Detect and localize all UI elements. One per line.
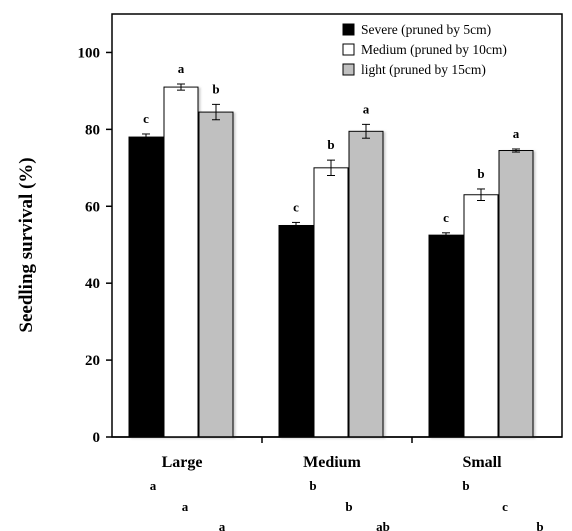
y-tick-label: 0 <box>93 430 101 446</box>
significance-label: b <box>477 166 484 181</box>
category-letter: b <box>462 478 469 493</box>
significance-label: a <box>363 101 370 116</box>
legend-label: light (pruned by 15cm) <box>361 62 486 77</box>
bar <box>198 111 234 438</box>
y-tick-label: 100 <box>78 45 101 61</box>
bar <box>463 194 499 438</box>
significance-label: c <box>143 111 149 126</box>
legend: Severe (pruned by 5cm) Medium (pruned by … <box>342 22 507 77</box>
legend-label: Severe (pruned by 5cm) <box>361 22 491 37</box>
y-tick-label: 60 <box>85 199 100 215</box>
category-letter: a <box>150 478 157 493</box>
bars: c a b c b a c b a <box>128 61 534 438</box>
category-label: Large <box>162 454 203 471</box>
bar <box>498 150 534 438</box>
bar <box>313 167 349 438</box>
bar <box>278 225 314 438</box>
x-axis: Large Medium Small <box>112 436 562 471</box>
category-letter: b <box>345 499 352 514</box>
significance-label: a <box>178 61 185 76</box>
category-letter: a <box>182 499 189 514</box>
legend-swatch <box>342 23 355 36</box>
category-letter: a <box>219 519 226 531</box>
bar <box>428 234 464 438</box>
bar <box>128 136 164 438</box>
legend-label: Medium (pruned by 10cm) <box>361 42 507 57</box>
bar <box>163 86 199 438</box>
y-tick-label: 40 <box>85 276 100 292</box>
y-tick-label: 80 <box>85 122 100 138</box>
category-label: Small <box>462 454 502 471</box>
category-letter: b <box>536 519 543 531</box>
significance-label: c <box>293 199 299 214</box>
category-letter: b <box>309 478 316 493</box>
significance-label: c <box>443 210 449 225</box>
category-letter: ab <box>376 519 390 531</box>
legend-swatch <box>342 43 355 56</box>
significance-label: a <box>513 126 520 141</box>
significance-label: b <box>327 137 334 152</box>
legend-swatch <box>342 63 355 76</box>
category-letter: c <box>502 499 508 514</box>
y-axis-ticks: 0 20 40 60 80 100 <box>78 45 112 446</box>
category-label: Medium <box>303 454 361 471</box>
bar <box>348 130 384 438</box>
significance-label: b <box>212 81 219 96</box>
y-tick-label: 20 <box>85 353 100 369</box>
y-axis-label: Seedling survival (%) <box>16 157 37 332</box>
